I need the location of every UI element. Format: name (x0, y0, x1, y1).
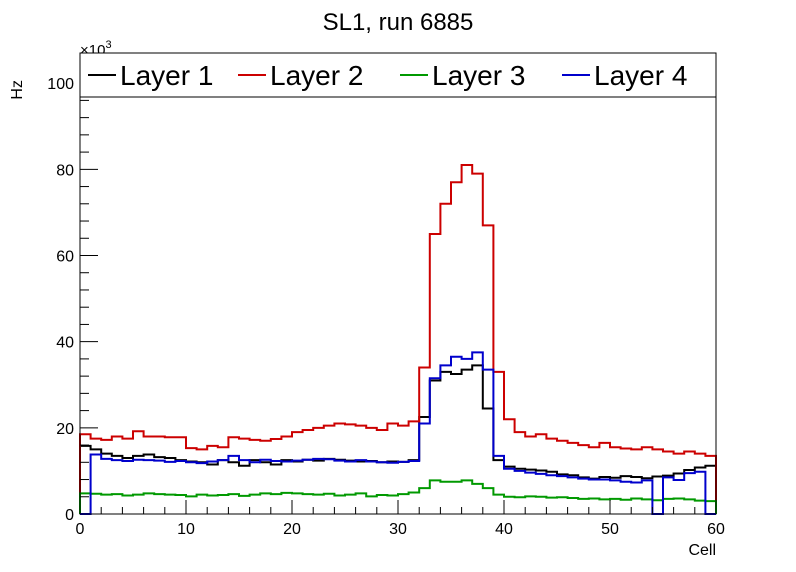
series-line-4 (80, 351, 716, 515)
legend-label-2: Layer 2 (270, 60, 363, 91)
y-tick-label: 100 (47, 76, 74, 93)
series-group (79, 164, 717, 515)
y-axis-exponent-power: 3 (105, 39, 111, 51)
series-line-2 (79, 164, 717, 514)
x-tick-label: 40 (495, 521, 513, 538)
x-tick-label: 0 (76, 521, 85, 538)
legend-label-4: Layer 4 (594, 60, 687, 91)
y-tick-label: 20 (56, 421, 74, 438)
y-axis-label: Hz (9, 80, 26, 100)
chart-title: SL1, run 6885 (323, 9, 474, 36)
axes-group: 0 10 20 30 40 50 60 0 20 40 60 80 100 (47, 65, 725, 538)
legend-box (79, 52, 717, 98)
y-tick-label: 80 (56, 162, 74, 179)
x-axis-label: Cell (688, 542, 716, 559)
y-tick-label: 40 (56, 335, 74, 352)
x-tick-label: 30 (389, 521, 407, 538)
legend-label-3: Layer 3 (432, 60, 525, 91)
legend: Layer 1 Layer 2 Layer 3 Layer 4 (79, 52, 717, 98)
x-tick-label: 10 (177, 521, 195, 538)
x-tick-label: 60 (707, 521, 725, 538)
series-line-3 (79, 479, 717, 514)
legend-label-1: Layer 1 (120, 60, 213, 91)
y-tick-label: 60 (56, 248, 74, 265)
x-tick-label: 20 (283, 521, 301, 538)
y-tick-label: 0 (65, 507, 74, 524)
x-tick-label: 50 (601, 521, 619, 538)
